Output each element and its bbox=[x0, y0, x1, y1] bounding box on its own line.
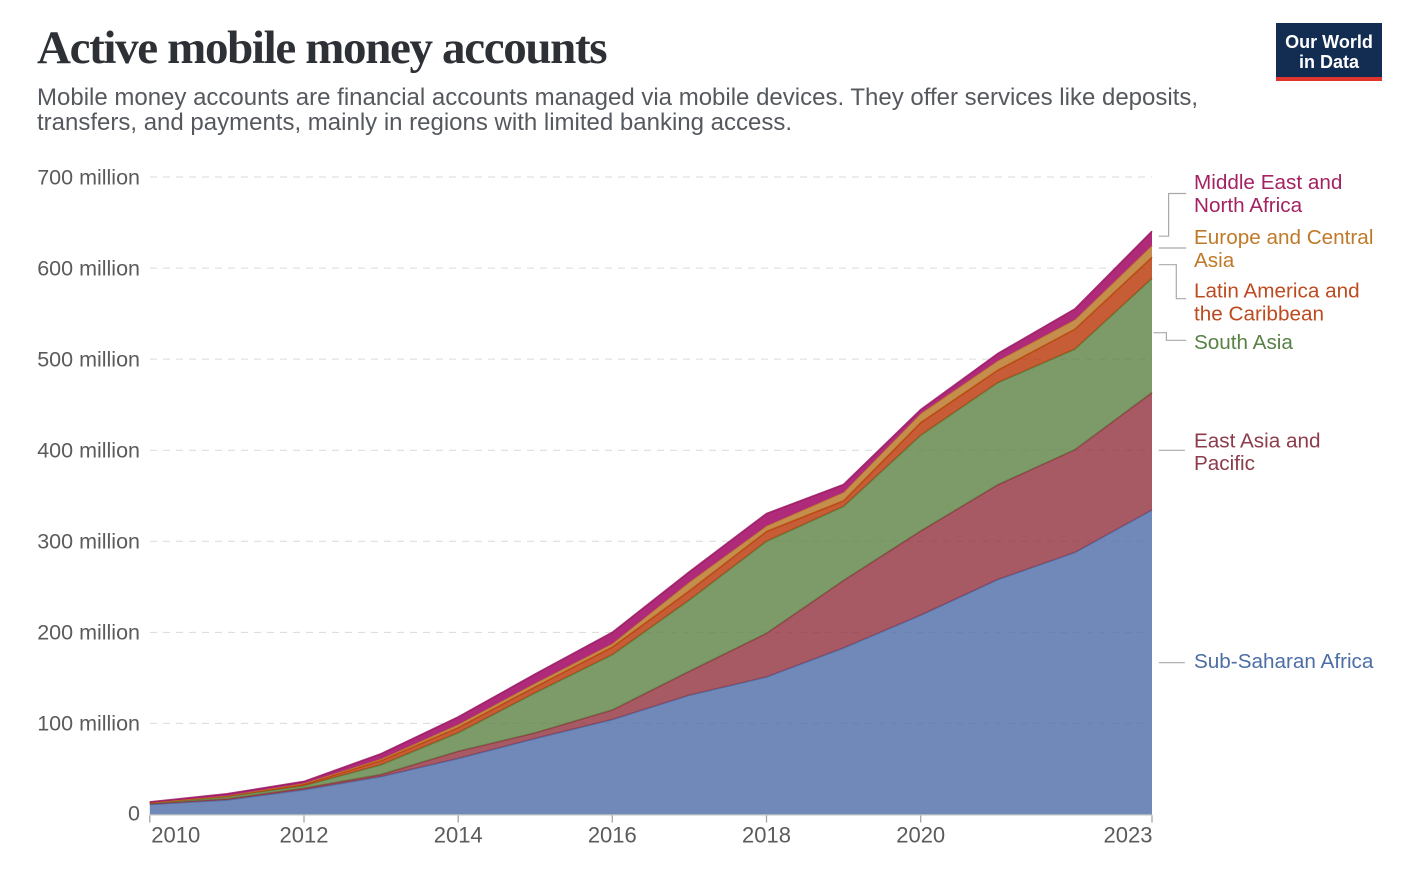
svg-text:0: 0 bbox=[128, 802, 140, 826]
svg-text:600 million: 600 million bbox=[37, 256, 140, 280]
svg-text:700 million: 700 million bbox=[37, 165, 140, 189]
svg-text:the Caribbean: the Caribbean bbox=[1194, 303, 1324, 326]
svg-text:Sub-Saharan Africa: Sub-Saharan Africa bbox=[1194, 650, 1374, 673]
svg-text:500 million: 500 million bbox=[37, 347, 140, 371]
svg-text:East Asia and: East Asia and bbox=[1194, 429, 1321, 452]
svg-text:2012: 2012 bbox=[280, 823, 329, 848]
svg-text:2016: 2016 bbox=[588, 823, 637, 848]
svg-text:Pacific: Pacific bbox=[1194, 452, 1255, 475]
svg-text:2018: 2018 bbox=[742, 823, 791, 848]
svg-text:Middle East and: Middle East and bbox=[1194, 171, 1342, 194]
svg-text:2020: 2020 bbox=[896, 823, 945, 848]
svg-text:2014: 2014 bbox=[434, 823, 483, 848]
svg-text:North Africa: North Africa bbox=[1194, 194, 1303, 217]
svg-text:2010: 2010 bbox=[151, 823, 200, 848]
svg-text:100 million: 100 million bbox=[37, 712, 140, 736]
svg-text:400 million: 400 million bbox=[37, 439, 140, 463]
svg-text:300 million: 300 million bbox=[37, 530, 140, 554]
svg-text:200 million: 200 million bbox=[37, 621, 140, 645]
svg-text:Europe and Central: Europe and Central bbox=[1194, 226, 1373, 249]
svg-text:South Asia: South Asia bbox=[1194, 331, 1293, 354]
svg-text:Asia: Asia bbox=[1194, 249, 1235, 272]
svg-text:Latin America and: Latin America and bbox=[1194, 280, 1360, 303]
svg-text:2023: 2023 bbox=[1104, 823, 1153, 848]
